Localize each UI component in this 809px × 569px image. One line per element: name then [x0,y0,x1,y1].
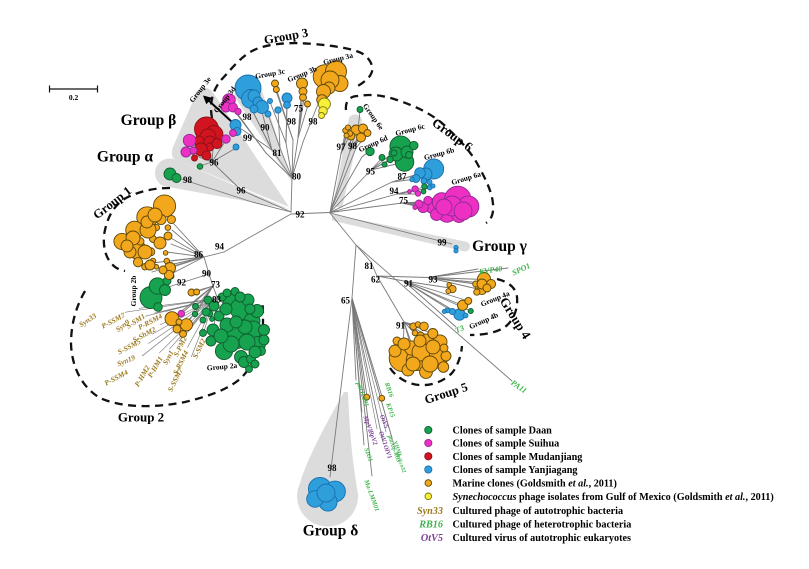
svg-text:94: 94 [215,242,225,252]
svg-text:Group β: Group β [121,112,177,129]
svg-text:Cultured phage of heterotrophi: Cultured phage of heterotrophic bacteria [453,520,632,531]
svg-text:73: 73 [211,280,221,290]
svg-text:Clones of sample Suihua: Clones of sample Suihua [453,439,560,450]
svg-text:62: 62 [371,275,381,285]
svg-text:83: 83 [212,295,222,305]
svg-text:94: 94 [390,186,400,196]
svg-text:97: 97 [337,142,347,152]
svg-text:96: 96 [237,186,247,196]
svg-text:Syn33: Syn33 [417,506,443,517]
svg-text:Group δ: Group δ [303,522,359,539]
svg-text:92: 92 [296,210,306,220]
svg-text:99: 99 [438,238,448,248]
svg-text:81: 81 [273,148,283,158]
svg-text:99: 99 [243,133,253,143]
svg-text:91: 91 [396,321,406,331]
svg-text:93: 93 [429,275,439,285]
svg-text:Clones of sample Daan: Clones of sample Daan [453,426,553,437]
svg-text:65: 65 [341,296,351,306]
svg-text:Group 2a: Group 2a [206,361,237,373]
svg-text:98: 98 [183,175,193,185]
svg-text:VHML: VHML [392,441,403,459]
svg-text:80: 80 [292,172,302,182]
svg-text:Synechococcus phage isolates f: Synechococcus phage isolates from Gulf o… [453,492,774,503]
svg-text:Group 2: Group 2 [118,410,164,425]
svg-text:91: 91 [404,279,414,289]
svg-text:Cultured virus of autotrophic: Cultured virus of autotrophic eukaryotes [453,533,632,544]
svg-text:OlV1: OlV1 [382,444,393,460]
svg-text:75: 75 [294,104,304,114]
svg-text:90: 90 [261,123,271,133]
svg-text:81: 81 [365,261,375,271]
svg-text:Group 2b: Group 2b [129,276,138,307]
svg-text:98: 98 [287,117,297,127]
svg-text:87: 87 [398,172,408,182]
svg-text:0.2: 0.2 [69,93,79,102]
svg-text:T3: T3 [454,323,466,335]
svg-text:OtV5: OtV5 [421,533,443,544]
svg-text:98: 98 [243,112,253,122]
svg-text:SIO1: SIO1 [362,447,373,463]
svg-text:OtV1: OtV1 [377,430,388,446]
svg-text:Marine clones (Goldsmith et al: Marine clones (Goldsmith et al., 2011) [453,479,617,490]
svg-text:OtV5: OtV5 [378,414,390,430]
svg-text:Clones of sample Yanjiagang: Clones of sample Yanjiagang [453,465,578,476]
svg-text:KVP40: KVP40 [477,264,503,276]
svg-text:75: 75 [399,196,409,206]
svg-text:98: 98 [328,463,338,473]
svg-text:95: 95 [366,167,376,177]
svg-text:Group α: Group α [97,148,154,165]
svg-text:86: 86 [194,250,204,260]
svg-text:92: 92 [177,278,187,288]
svg-text:Cultured phage of autotrophic: Cultured phage of autotrophic bacteria [453,506,624,517]
svg-text:Group γ: Group γ [472,238,528,255]
svg-text:RB16: RB16 [418,520,444,531]
svg-text:90: 90 [202,269,212,279]
svg-text:98: 98 [348,141,358,151]
svg-text:96: 96 [210,158,220,168]
svg-text:Clones of sample Mudanjiang: Clones of sample Mudanjiang [453,452,583,463]
svg-text:98: 98 [309,117,319,127]
